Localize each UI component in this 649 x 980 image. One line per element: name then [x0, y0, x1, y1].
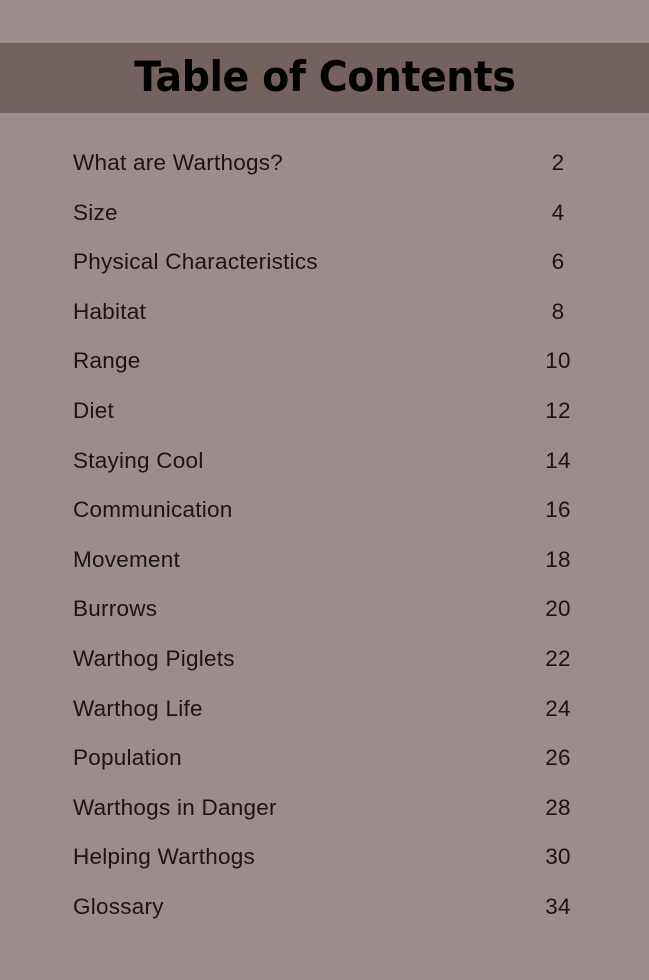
toc-entry-page-number: 8: [551, 298, 565, 324]
toc-entry-page-number: 28: [545, 794, 571, 820]
toc-entry-row[interactable]: Diet 12: [0, 386, 649, 436]
toc-entry-row[interactable]: Movement 18: [0, 535, 649, 585]
toc-entry-row[interactable]: Staying Cool 14: [0, 436, 649, 486]
toc-entry-page-number: 18: [545, 546, 571, 572]
toc-entry-page-number: 30: [545, 844, 571, 870]
toc-entry-label: Physical Characteristics: [73, 249, 318, 275]
toc-entry-row[interactable]: What are Warthogs? 2: [0, 138, 649, 188]
toc-entry-label: Warthog Life: [73, 695, 203, 721]
toc-entry-page-number: 26: [545, 745, 571, 771]
toc-entry-row[interactable]: Warthog Life 24: [0, 684, 649, 734]
toc-entry-row[interactable]: Size 4: [0, 188, 649, 238]
toc-entry-label: Communication: [73, 497, 233, 523]
toc-entry-page-number: 22: [545, 645, 571, 671]
toc-entry-label: Staying Cool: [73, 447, 204, 473]
toc-entry-page-number: 34: [545, 893, 571, 919]
toc-entry-page-number: 14: [545, 447, 571, 473]
toc-entry-row[interactable]: Habitat 8: [0, 287, 649, 337]
toc-entry-page-number: 16: [545, 497, 571, 523]
toc-entry-label: Helping Warthogs: [73, 844, 256, 870]
toc-entry-page-number: 6: [551, 249, 565, 275]
toc-entry-label: Burrows: [73, 596, 158, 622]
toc-entry-row[interactable]: Burrows 20: [0, 584, 649, 634]
toc-entry-row[interactable]: Range 10: [0, 336, 649, 386]
toc-entry-page-number: 2: [551, 150, 565, 175]
toc-entry-label: Population: [73, 745, 182, 771]
toc-entry-page-number: 24: [545, 695, 571, 721]
table-of-contents-list: What are Warthogs? 2 Size 4 Physical Charact…: [0, 138, 649, 932]
toc-entry-row[interactable]: Physical Characteristics 6: [0, 237, 649, 287]
toc-entry-page-number: 12: [545, 397, 571, 423]
toc-entry-page-number: 20: [545, 596, 571, 622]
page-title: Table of Contents: [133, 52, 516, 101]
toc-entry-row[interactable]: Warthog Piglets 22: [0, 634, 649, 684]
toc-entry-page-number: 10: [545, 348, 571, 374]
toc-entry-row[interactable]: Population 26: [0, 733, 649, 783]
toc-entry-label: Warthogs in Danger: [73, 794, 277, 820]
toc-entry-label: Size: [73, 199, 118, 225]
toc-entry-label: Glossary: [73, 893, 164, 919]
toc-entry-row[interactable]: Helping Warthogs 30: [0, 832, 649, 882]
toc-entry-label: Diet: [73, 397, 115, 423]
toc-entry-label: Movement: [73, 546, 181, 572]
toc-entry-row[interactable]: Communication 16: [0, 485, 649, 535]
toc-entry-page-number: 4: [551, 199, 565, 225]
toc-entry-row[interactable]: Glossary 34: [0, 882, 649, 932]
toc-entry-label: Habitat: [73, 298, 147, 324]
page-header-band: Table of Contents: [0, 43, 649, 113]
toc-entry-row[interactable]: Warthogs in Danger 28: [0, 783, 649, 833]
toc-entry-label: Warthog Piglets: [73, 645, 235, 671]
toc-entry-label: Range: [73, 348, 141, 374]
toc-entry-label: What are Warthogs?: [73, 150, 283, 175]
